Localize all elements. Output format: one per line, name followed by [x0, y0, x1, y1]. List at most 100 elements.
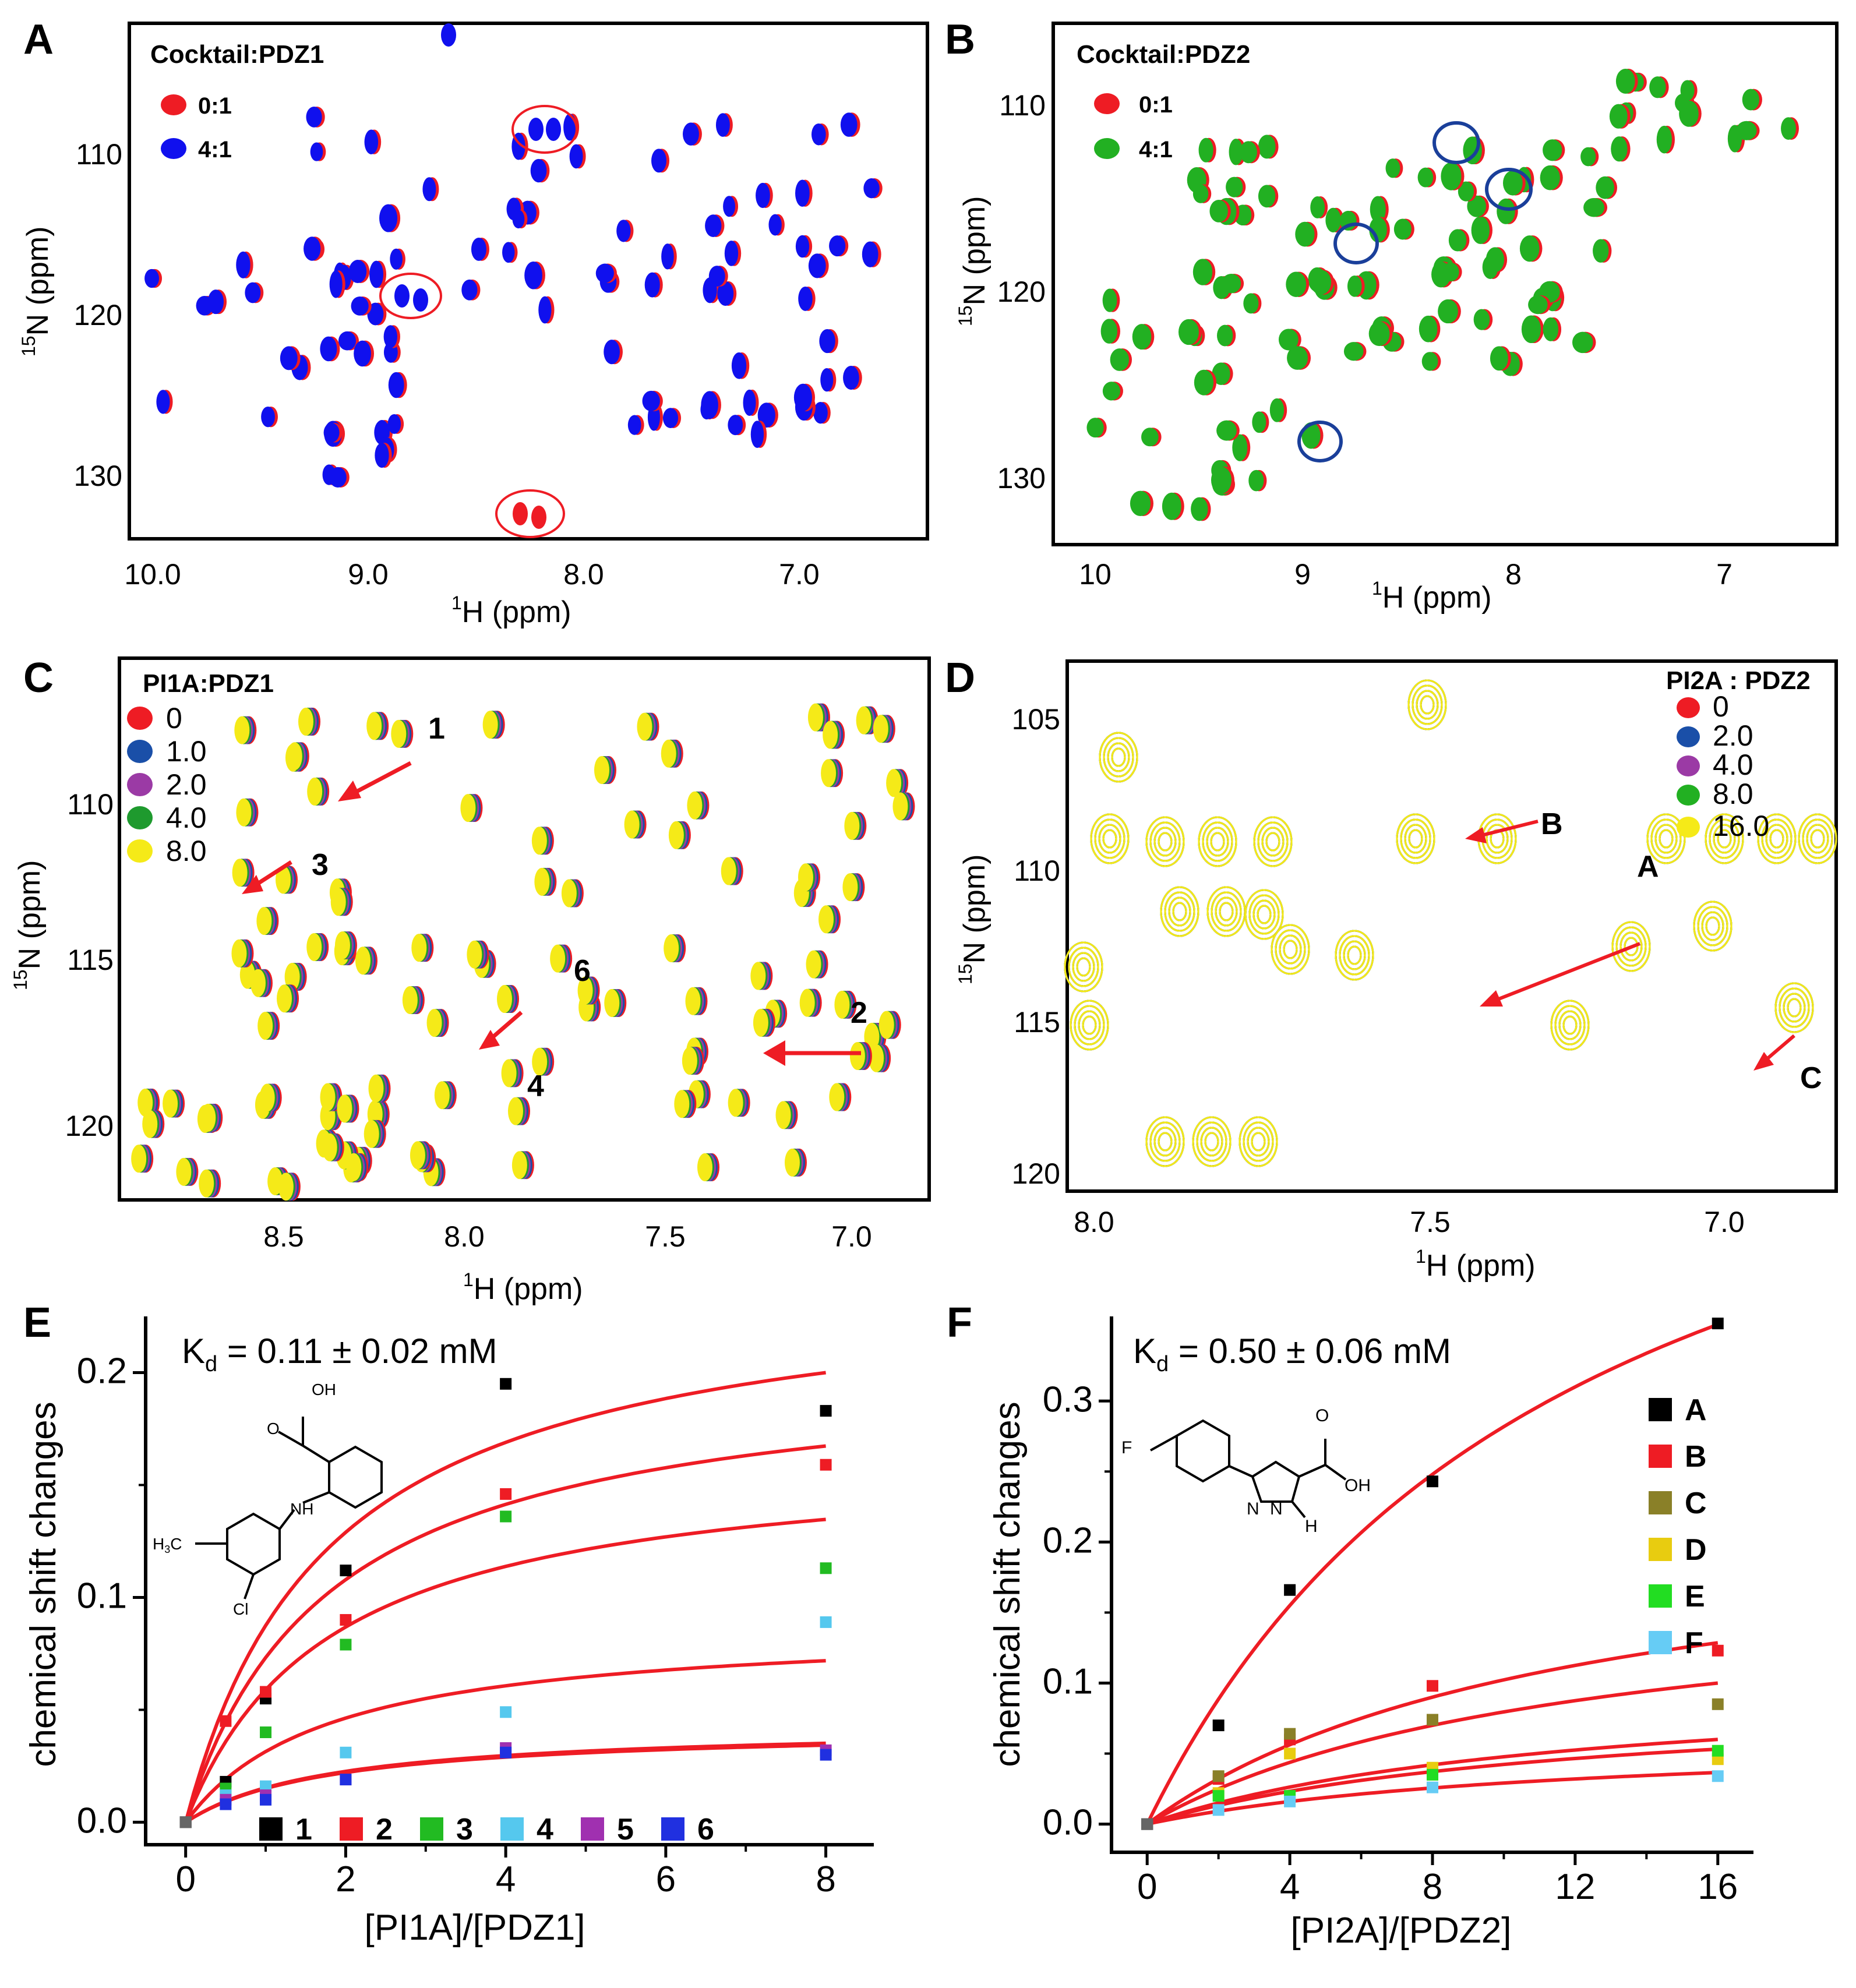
- nmr-contour: [1659, 829, 1674, 849]
- nmr-peak: [569, 144, 583, 169]
- data-point: [179, 1816, 192, 1828]
- legend-a: 0:1 4:1: [161, 93, 232, 163]
- nmr-peak: [388, 372, 404, 398]
- nmr-peak: [840, 112, 858, 137]
- nmr-peak: [829, 1083, 845, 1111]
- y-axis-b: 110 120 130 15N (ppm): [955, 89, 1046, 495]
- nmr-peak: [1471, 216, 1490, 244]
- nmr-peak: [531, 506, 546, 529]
- nmr-contour: [1098, 824, 1121, 854]
- nmr-peak: [818, 905, 834, 934]
- x-tick-label: 6: [656, 1859, 676, 1899]
- nmr-peak: [276, 866, 291, 894]
- nmr-peak: [806, 950, 821, 979]
- nmr-peak: [1229, 139, 1243, 165]
- data-point: [260, 1780, 272, 1792]
- legend-e: 1 2 3 4 5 6: [259, 1813, 714, 1846]
- y-axis-label-sup: 15: [955, 305, 976, 326]
- nmr-peak: [306, 933, 322, 961]
- nmr-peak: [1580, 147, 1596, 167]
- nmr-peak: [1649, 76, 1666, 98]
- nmr-contour: [1654, 824, 1678, 854]
- legend-label: 2: [376, 1813, 393, 1846]
- nmr-contour: [1064, 941, 1103, 993]
- x-axis-a: 10.0 9.0 8.0 7.0 1H (ppm): [124, 558, 819, 629]
- data-point: [340, 1565, 352, 1577]
- nmr-peak: [199, 1169, 214, 1198]
- nmr-peak: [287, 742, 302, 771]
- legend-marker: [1649, 1631, 1672, 1654]
- x-tick-label: 16: [1698, 1867, 1738, 1907]
- nmr-peak: [595, 263, 614, 283]
- legend-marker: [1677, 817, 1700, 838]
- legend-marker: [1094, 93, 1120, 114]
- y-tick-label: 0.2: [1043, 1520, 1093, 1560]
- title-a: Cocktail:PDZ1: [150, 40, 324, 69]
- atom-label-o: O: [267, 1420, 280, 1438]
- panel-c: C 1 2 3 4 6 PI1A:PDZ1 0 1.0 2.0: [10, 655, 931, 1306]
- legend-label: 0:1: [1139, 92, 1173, 118]
- nmr-peak: [334, 931, 350, 960]
- nmr-peak: [338, 331, 357, 351]
- highlight-circle: [1297, 421, 1343, 462]
- legend-label: F: [1685, 1626, 1703, 1660]
- kd-prefix: K: [182, 1332, 205, 1371]
- axis-ticks-f: 0 4 8 12 16 0.0 0.1 0.2 0.3: [1043, 1379, 1738, 1907]
- nmr-contour: [1196, 1121, 1227, 1162]
- nmr-contour: [1111, 747, 1126, 767]
- ligand-structure-f: [1150, 1419, 1347, 1519]
- y-axis-label: 15N (ppm): [955, 854, 991, 984]
- nmr-peak: [375, 443, 389, 468]
- nmr-peak: [750, 962, 766, 990]
- nmr-peak: [863, 178, 880, 199]
- nmr-peak: [329, 270, 343, 298]
- nmr-contour: [1219, 902, 1234, 921]
- nmr-peak: [284, 962, 300, 991]
- nmr-peak: [1100, 319, 1117, 344]
- nmr-contour: [1783, 993, 1806, 1023]
- nmr-peak: [798, 863, 813, 892]
- data-point: [1212, 1719, 1225, 1732]
- nmr-contour: [1624, 937, 1639, 956]
- nmr-peak: [753, 1008, 768, 1037]
- legend-label: 4:1: [1139, 137, 1173, 163]
- nmr-peak: [856, 706, 871, 735]
- nmr-contour: [1102, 829, 1117, 849]
- y-axis-label-text: N (ppm): [958, 196, 991, 306]
- nmr-peak: [664, 934, 679, 962]
- y-axis-label: 15N (ppm): [955, 196, 991, 326]
- nmr-peak: [1198, 137, 1213, 163]
- nmr-peak: [743, 389, 756, 416]
- nmr-peak: [829, 235, 846, 257]
- nmr-peak: [1102, 288, 1117, 312]
- legend-label: 0:1: [198, 93, 232, 119]
- nmr-peak: [364, 129, 379, 154]
- legend-marker: [1649, 1491, 1672, 1514]
- arrow-head: [1465, 827, 1487, 843]
- data-point: [1212, 1790, 1225, 1802]
- nmr-contour: [1253, 816, 1293, 867]
- data-points-e: [179, 1378, 832, 1828]
- nmr-peak: [394, 284, 410, 308]
- nmr-peak: [784, 1148, 800, 1177]
- nmr-peak: [715, 113, 730, 137]
- nmr-peak: [843, 365, 859, 390]
- highlight-circle: [495, 489, 565, 538]
- nmr-contour: [1343, 940, 1366, 970]
- nmr-peak: [799, 988, 815, 1017]
- nmr-contour: [1615, 926, 1647, 967]
- nmr-peak: [844, 811, 860, 840]
- nmr-peak: [1442, 262, 1459, 282]
- nmr-contour: [1400, 818, 1431, 859]
- nmr-peak: [1162, 492, 1181, 520]
- data-point: [1284, 1728, 1296, 1740]
- nmr-contour: [1257, 821, 1289, 862]
- nmr-peak: [1086, 418, 1104, 438]
- data-point: [340, 1639, 352, 1651]
- nmr-peak: [434, 1081, 450, 1110]
- nmr-peak: [379, 204, 398, 232]
- nmr-peak: [1421, 352, 1438, 371]
